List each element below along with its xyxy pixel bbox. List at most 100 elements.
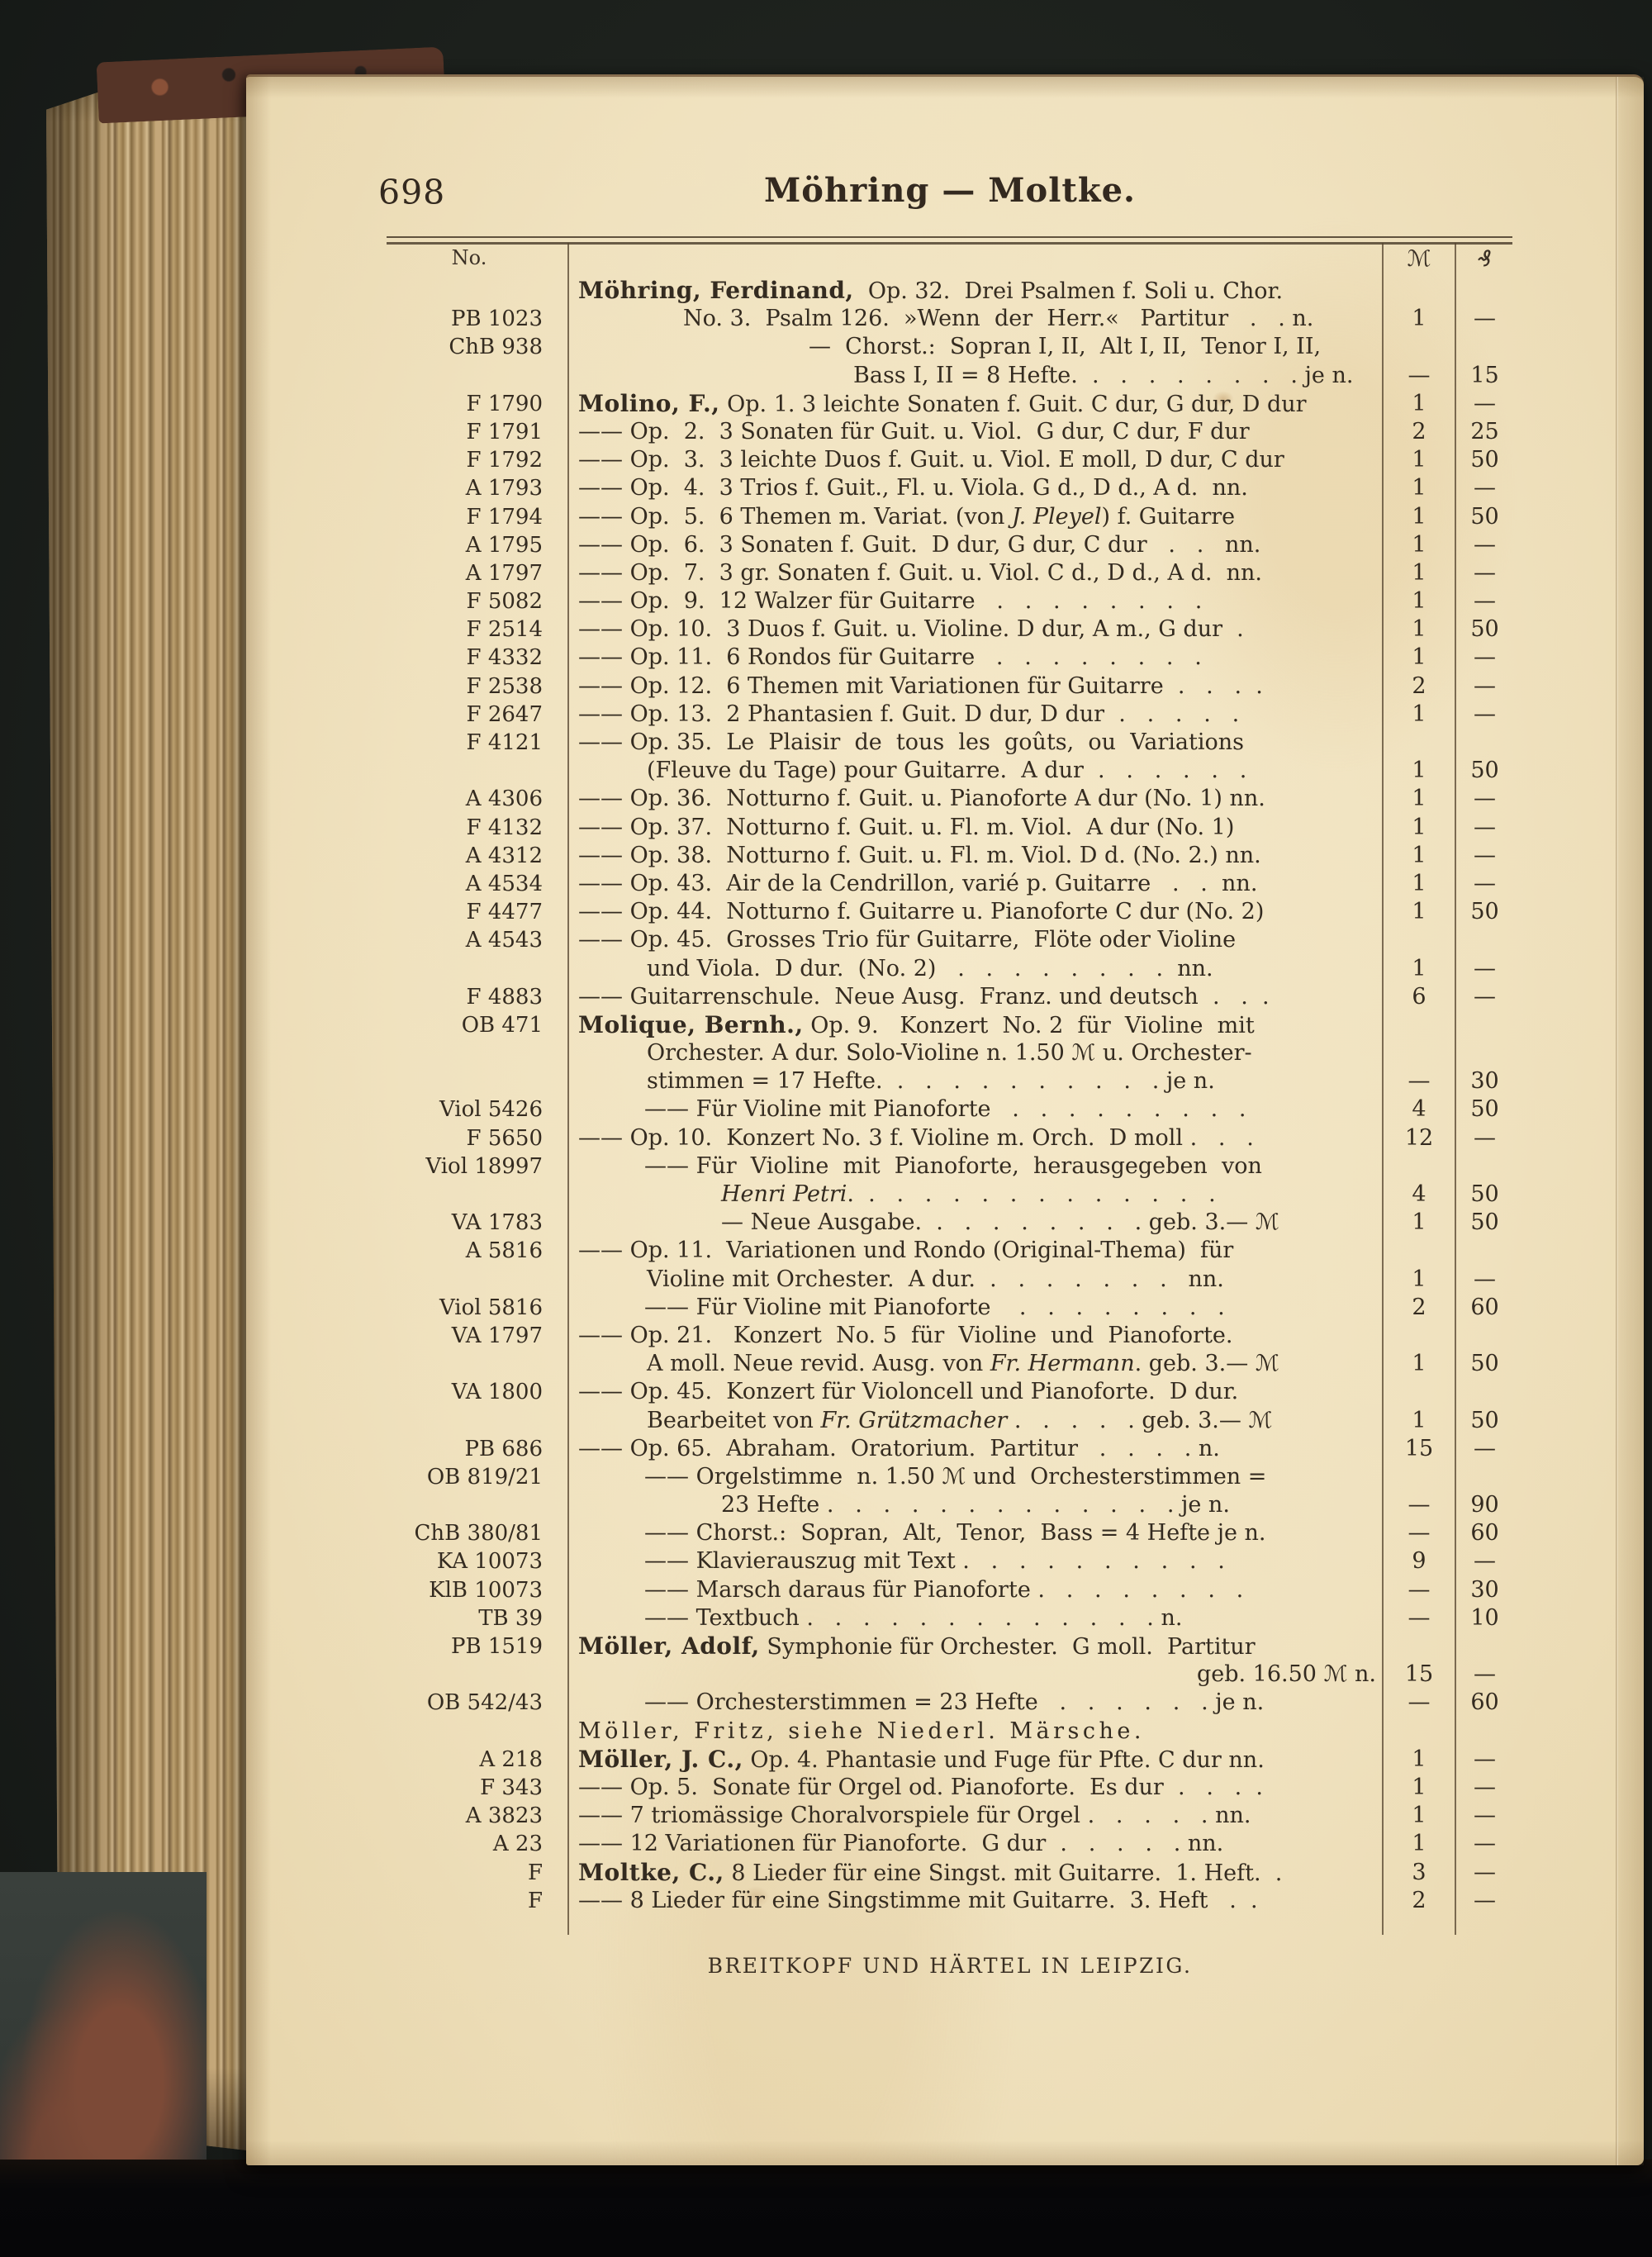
price-pfennig: — (1474, 701, 1496, 727)
price-mark: — (1408, 362, 1431, 388)
price-mark: 1 (1412, 447, 1427, 473)
catalog-text: —— Op. 10. Konzert No. 3 f. Violine m. O… (578, 1124, 1254, 1151)
catalog-text: Möhring, Ferdinand, Op. 32. Drei Psalmen… (578, 277, 1284, 304)
catalog-text: —— Op. 21. Konzert No. 5 für Violine und… (578, 1322, 1233, 1348)
catalog-number: OB 471 (461, 1012, 543, 1038)
catalog-number: F 5082 (466, 589, 543, 615)
publisher-footer: BREITKOPF UND HÄRTEL IN LEIPZIG. (707, 1954, 1193, 1978)
table-top-rule (387, 236, 1512, 245)
paper-stain (742, 1886, 770, 1908)
catalog-line: F —— 8 Lieder für eine Singstimme mit Gui… (387, 1887, 1514, 1915)
catalog-number: Viol 5426 (439, 1097, 543, 1123)
price-pfennig: 60 (1470, 1689, 1499, 1716)
price-mark: 1 (1412, 588, 1427, 615)
price-mark (1383, 1718, 1455, 1746)
catalog-line: F 343 —— Op. 5. Sonate für Orgel od. Pian… (387, 1774, 1514, 1802)
catalog-text: A moll. Neue revid. Ausg. von Fr. Herman… (647, 1351, 1279, 1377)
price-pfennig: — (1474, 475, 1496, 501)
catalog-number (387, 1266, 556, 1294)
column-header-pfennig: ₰ (1477, 246, 1493, 272)
catalog-table: No. ℳ ₰ Möhring, Ferdinand, Op. 32. Drei… (387, 236, 1514, 1963)
price-mark (1383, 333, 1455, 361)
catalog-number (387, 362, 556, 390)
catalog-text: —— Orchesterstimmen = 23 Hefte . . . . .… (644, 1689, 1265, 1716)
price-pfennig: — (1474, 1435, 1496, 1461)
price-pfennig (1455, 277, 1514, 305)
catalog-text: Molino, F., Op. 1. 3 leichte Sonaten f. … (578, 389, 1307, 417)
price-pfennig: — (1474, 955, 1496, 981)
catalog-line: ChB 380/81 —— Chorst.: Sopran, Alt, Tenor… (387, 1519, 1514, 1547)
catalog-text: —— Für Violine mit Pianoforte . . . . . … (644, 1096, 1246, 1123)
catalog-line: Viol 18997 —— Für Violine mit Pianoforte,… (387, 1152, 1514, 1181)
catalog-text: —— Op. 44. Notturno f. Guitarre u. Piano… (578, 899, 1265, 925)
catalog-line: (Fleuve du Tage) pour Guitarre. A dur . … (387, 757, 1514, 785)
catalog-text: —— Op. 43. Air de la Cendrillon, varié p… (578, 870, 1258, 896)
price-mark: 1 (1412, 1774, 1427, 1800)
catalog-line: Orchester. A dur. Solo-Violine n. 1.50 ℳ… (387, 1039, 1514, 1067)
price-pfennig: — (1474, 1548, 1496, 1575)
catalog-number (387, 757, 556, 785)
catalog-number (387, 1181, 556, 1209)
page-crease-line (1616, 77, 1618, 2165)
price-mark (1383, 1378, 1455, 1406)
price-mark (1383, 1463, 1455, 1491)
price-pfennig: — (1474, 1746, 1496, 1772)
price-mark: 15 (1404, 1661, 1434, 1688)
price-mark: 1 (1412, 390, 1427, 416)
catalog-number: TB 39 (478, 1605, 543, 1631)
catalog-line: F 1792 —— Op. 3. 3 leichte Duos f. Guit. … (387, 446, 1514, 474)
price-pfennig: — (1474, 870, 1496, 896)
catalog-text: —— Op. 13. 2 Phantasien f. Guit. D dur, … (578, 701, 1240, 727)
catalog-text: —— Op. 36. Notturno f. Guit. u. Pianofor… (578, 786, 1265, 812)
catalog-number (387, 1067, 556, 1095)
catalog-line: PB 1023 No. 3. Psalm 126. »Wenn der Herr.… (387, 305, 1514, 333)
price-pfennig: — (1474, 1887, 1496, 1913)
price-mark: 1 (1412, 1803, 1427, 1829)
catalog-number (387, 277, 556, 305)
catalog-line: A 218 Möller, J. C., Op. 4. Phantasie und… (387, 1746, 1514, 1774)
catalog-text: und Viola. D dur. (No. 2) . . . . . . . … (647, 955, 1213, 981)
catalog-text: —— Op. 9. 12 Walzer für Guitarre . . . .… (578, 588, 1203, 615)
catalog-number: OB 542/43 (426, 1690, 543, 1716)
catalog-text: —— Op. 3. 3 leichte Duos f. Guit. u. Vio… (578, 447, 1284, 473)
catalog-text: —— Op. 11. Variationen und Rondo (Origin… (578, 1238, 1234, 1264)
price-pfennig: — (1474, 588, 1496, 615)
catalog-line: A 1795 —— Op. 6. 3 Sonaten f. Guit. D dur… (387, 531, 1514, 559)
catalog-number: A 1795 (465, 532, 543, 558)
price-mark: 1 (1412, 1746, 1427, 1772)
catalog-text: Orchester. A dur. Solo-Violine n. 1.50 ℳ… (647, 1040, 1252, 1067)
catalog-text: —— Orgelstimme n. 1.50 ℳ und Orchesterst… (644, 1463, 1267, 1490)
column-header-mark: ℳ (1407, 246, 1431, 272)
catalog-text: —— Op. 45. Grosses Trio für Guitarre, Fl… (578, 927, 1237, 953)
price-pfennig: — (1474, 644, 1496, 671)
price-mark: 12 (1404, 1124, 1434, 1151)
price-mark: 4 (1412, 1096, 1427, 1123)
price-pfennig: 25 (1470, 418, 1499, 444)
catalog-text: Möller, J. C., Op. 4. Phantasie und Fuge… (578, 1745, 1265, 1773)
catalog-number: F 2514 (466, 617, 543, 643)
price-mark: 1 (1412, 531, 1427, 558)
price-mark (1383, 1011, 1455, 1039)
price-pfennig: 50 (1470, 616, 1499, 643)
catalog-line: A moll. Neue revid. Ausg. von Fr. Herman… (387, 1350, 1514, 1378)
price-pfennig: — (1474, 531, 1496, 558)
catalog-text: geb. 16.50 ℳ n. (1196, 1661, 1376, 1688)
price-mark: 1 (1412, 786, 1427, 812)
paper-stain (1213, 391, 1234, 407)
catalog-text: Bearbeitet von Fr. Grützmacher . . . . .… (647, 1407, 1273, 1433)
catalog-line: A 4312 —— Op. 38. Notturno f. Guit. u. Fl… (387, 842, 1514, 870)
catalog-text: —— Guitarrenschule. Neue Ausg. Franz. un… (578, 983, 1270, 1010)
price-pfennig: — (1474, 842, 1496, 868)
price-mark: 1 (1412, 644, 1427, 671)
price-mark: 1 (1412, 870, 1427, 896)
price-pfennig: — (1474, 1661, 1496, 1688)
price-pfennig (1455, 1463, 1514, 1491)
catalog-line: A 23 —— 12 Variationen für Pianoforte. G … (387, 1830, 1514, 1858)
catalog-text: —— Op. 2. 3 Sonaten für Guit. u. Viol. G… (578, 418, 1250, 444)
catalog-line: F 4477 —— Op. 44. Notturno f. Guitarre u.… (387, 898, 1514, 926)
catalog-line: F Moltke, C., 8 Lieder für eine Singst. m… (387, 1859, 1514, 1887)
catalog-line: A 1793 —— Op. 4. 3 Trios f. Guit., Fl. u.… (387, 474, 1514, 502)
price-mark: 1 (1412, 475, 1427, 501)
catalog-text: Bass I, II = 8 Hefte. . . . . . . . . je… (853, 362, 1354, 388)
catalog-text: —— Op. 4. 3 Trios f. Guit., Fl. u. Viola… (578, 475, 1248, 501)
